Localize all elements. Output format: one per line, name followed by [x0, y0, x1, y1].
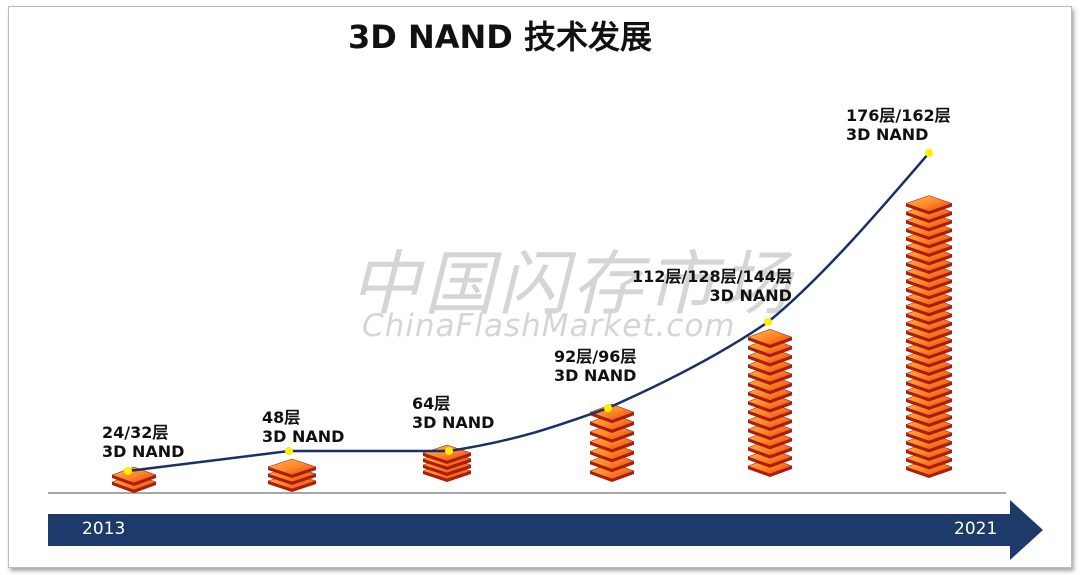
milestone-tech: 3D NAND	[709, 286, 792, 305]
milestone-label-112-128-144: 112层/128层/144层 3D NAND	[632, 267, 792, 305]
chip-layer	[267, 458, 317, 478]
growth-curve	[127, 152, 930, 473]
milestone-marker	[124, 467, 132, 475]
page-title: 3D NAND 技术发展	[347, 18, 652, 56]
chip-layer	[905, 195, 953, 215]
milestone-marker	[764, 318, 772, 326]
milestone-layers: 48层	[262, 408, 301, 427]
chip-stack-1	[267, 458, 317, 492]
timeline-arrow	[48, 500, 1043, 560]
milestone-layers: 64层	[412, 394, 451, 413]
milestone-tech: 3D NAND	[102, 442, 185, 461]
watermark-cn: 中国闪存市场	[350, 243, 794, 325]
milestone-marker	[285, 447, 293, 455]
chip-stacks	[111, 195, 953, 493]
milestone-marker	[925, 149, 933, 157]
watermark-en: ChinaFlashMarket.com	[362, 308, 736, 344]
timeline-start-year: 2013	[82, 519, 126, 539]
milestone-tech: 3D NAND	[554, 366, 637, 385]
chip-stack-5	[905, 195, 953, 478]
chip-layer	[747, 328, 793, 349]
milestone-layers: 92层/96层	[554, 347, 637, 366]
milestone-marker	[445, 447, 453, 455]
milestone-label-24-32: 24/32层 3D NAND	[102, 423, 184, 461]
milestone-label-64: 64层 3D NAND	[412, 394, 494, 432]
milestone-layers: 176层/162层	[846, 106, 951, 125]
milestone-tech: 3D NAND	[262, 427, 345, 446]
slide-frame	[8, 6, 1072, 568]
milestone-tech: 3D NAND	[846, 125, 929, 144]
chip-layer	[111, 466, 157, 486]
milestone-label-92-96: 92层/96层 3D NAND	[554, 347, 636, 385]
milestone-label-176-162: 176层/162层 3D NAND	[846, 106, 951, 144]
milestone-marker	[604, 404, 612, 412]
timeline-end-year: 2021	[954, 519, 998, 539]
milestone-tech: 3D NAND	[412, 413, 495, 432]
milestone-layers: 24/32层	[102, 423, 169, 442]
milestone-layers: 112层/128层/144层	[632, 267, 792, 286]
milestone-markers	[124, 149, 933, 475]
chip-stack-3	[589, 403, 635, 482]
chip-stack-0	[111, 466, 157, 493]
chip-stack-4	[747, 328, 793, 477]
milestone-label-48: 48层 3D NAND	[262, 408, 344, 446]
